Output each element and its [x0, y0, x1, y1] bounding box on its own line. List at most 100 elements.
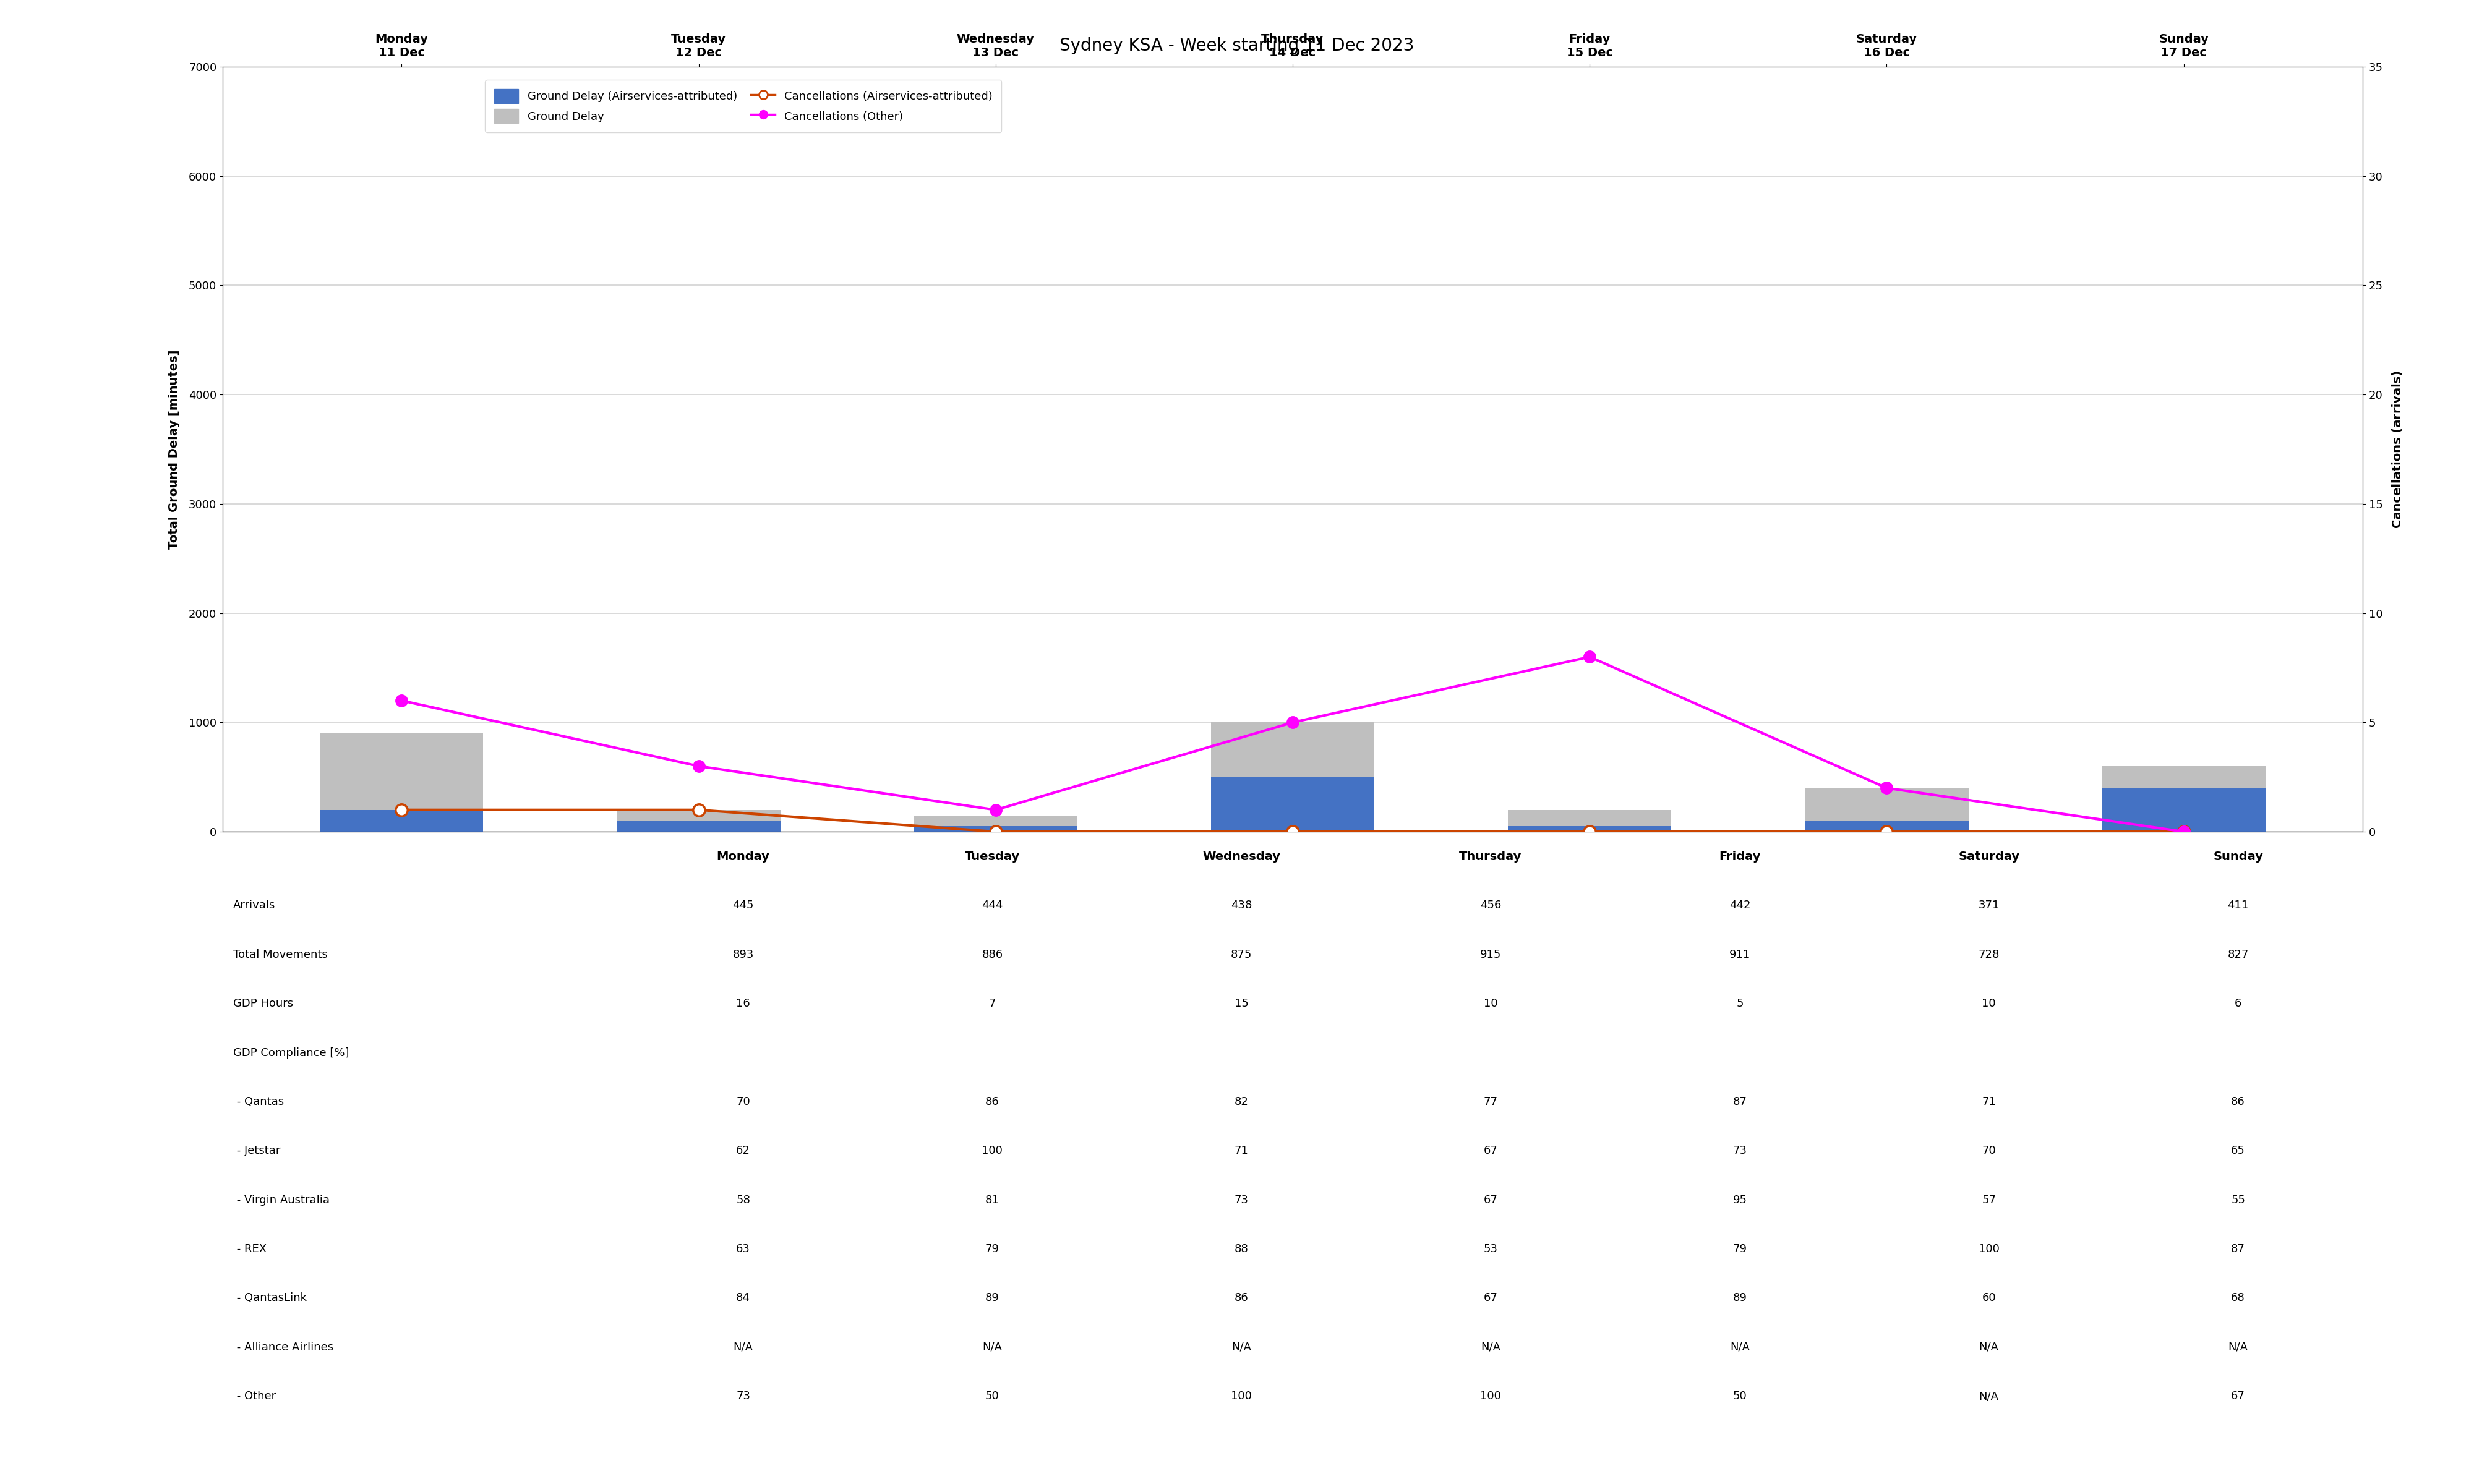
Text: Wednesday: Wednesday: [1202, 850, 1282, 862]
Y-axis label: Cancellations (arrivals): Cancellations (arrivals): [2392, 371, 2402, 528]
Text: 10: 10: [1484, 999, 1497, 1009]
Y-axis label: Total Ground Delay [minutes]: Total Ground Delay [minutes]: [168, 350, 181, 549]
Text: 100: 100: [982, 1146, 1002, 1156]
Bar: [1509, 827, 1672, 831]
Bar: [1210, 778, 1376, 831]
Text: Total Movements: Total Movements: [233, 948, 329, 960]
Text: 57: 57: [1982, 1195, 1997, 1205]
Text: 81: 81: [985, 1195, 999, 1205]
Text: 728: 728: [1979, 948, 1999, 960]
Text: 62: 62: [737, 1146, 750, 1156]
Text: - Other: - Other: [233, 1391, 277, 1402]
Text: 70: 70: [737, 1097, 750, 1107]
Text: 65: 65: [2232, 1146, 2246, 1156]
Text: N/A: N/A: [1979, 1342, 1999, 1353]
Text: 86: 86: [985, 1097, 999, 1107]
Text: 86: 86: [2232, 1097, 2244, 1107]
Text: Saturday: Saturday: [1959, 850, 2019, 862]
Text: Sydney KSA - Week starting 11 Dec 2023: Sydney KSA - Week starting 11 Dec 2023: [1059, 37, 1415, 55]
Text: 438: 438: [1232, 899, 1252, 911]
Text: - Jetstar: - Jetstar: [233, 1146, 280, 1156]
Text: 100: 100: [1479, 1391, 1502, 1402]
Text: 84: 84: [737, 1293, 750, 1304]
Text: - Virgin Australia: - Virgin Australia: [233, 1195, 329, 1205]
Text: 73: 73: [1732, 1146, 1747, 1156]
Text: 73: 73: [737, 1391, 750, 1402]
Text: 87: 87: [2232, 1244, 2246, 1254]
Bar: [2103, 766, 2266, 831]
Text: Thursday: Thursday: [1460, 850, 1522, 862]
Text: 893: 893: [732, 948, 755, 960]
Bar: [1806, 788, 1969, 831]
Bar: [616, 821, 779, 831]
Text: 86: 86: [1235, 1293, 1249, 1304]
Text: 63: 63: [737, 1244, 750, 1254]
Text: N/A: N/A: [732, 1342, 752, 1353]
Text: 445: 445: [732, 899, 755, 911]
Text: N/A: N/A: [1979, 1391, 1999, 1402]
Text: 73: 73: [1235, 1195, 1249, 1205]
Text: 915: 915: [1479, 948, 1502, 960]
Text: N/A: N/A: [1482, 1342, 1502, 1353]
Text: N/A: N/A: [982, 1342, 1002, 1353]
Bar: [319, 733, 482, 831]
Text: 67: 67: [1484, 1293, 1497, 1304]
Text: 456: 456: [1479, 899, 1502, 911]
Text: 77: 77: [1484, 1097, 1497, 1107]
Text: N/A: N/A: [1729, 1342, 1749, 1353]
Text: 53: 53: [1484, 1244, 1497, 1254]
Text: - REX: - REX: [233, 1244, 267, 1254]
Bar: [616, 810, 779, 831]
Text: 6: 6: [2234, 999, 2241, 1009]
Text: 87: 87: [1732, 1097, 1747, 1107]
Text: 100: 100: [1232, 1391, 1252, 1402]
Text: 70: 70: [1982, 1146, 1997, 1156]
Text: GDP Hours: GDP Hours: [233, 999, 294, 1009]
Text: 371: 371: [1979, 899, 1999, 911]
Text: 911: 911: [1729, 948, 1752, 960]
Text: - QantasLink: - QantasLink: [233, 1293, 307, 1304]
Text: Friday: Friday: [1719, 850, 1761, 862]
Text: Monday: Monday: [717, 850, 769, 862]
Text: 71: 71: [1982, 1097, 1997, 1107]
Text: N/A: N/A: [2229, 1342, 2249, 1353]
Text: 15: 15: [1235, 999, 1249, 1009]
Text: 89: 89: [985, 1293, 999, 1304]
Text: 79: 79: [985, 1244, 999, 1254]
Text: 411: 411: [2227, 899, 2249, 911]
Text: GDP Compliance [%]: GDP Compliance [%]: [233, 1048, 349, 1058]
Text: Arrivals: Arrivals: [233, 899, 275, 911]
Text: 89: 89: [1732, 1293, 1747, 1304]
Text: 55: 55: [2232, 1195, 2246, 1205]
Text: 67: 67: [2232, 1391, 2246, 1402]
Text: 67: 67: [1484, 1195, 1497, 1205]
Text: 827: 827: [2227, 948, 2249, 960]
Text: 7: 7: [990, 999, 997, 1009]
Text: - Qantas: - Qantas: [233, 1097, 285, 1107]
Text: 60: 60: [1982, 1293, 1997, 1304]
Legend: Ground Delay (Airservices-attributed), Ground Delay, Cancellations (Airservices-: Ground Delay (Airservices-attributed), G…: [485, 80, 1002, 132]
Text: 875: 875: [1232, 948, 1252, 960]
Text: 79: 79: [1732, 1244, 1747, 1254]
Text: 442: 442: [1729, 899, 1752, 911]
Text: 68: 68: [2232, 1293, 2244, 1304]
Bar: [2103, 788, 2266, 831]
Bar: [913, 815, 1076, 831]
Text: 67: 67: [1484, 1146, 1497, 1156]
Text: 886: 886: [982, 948, 1002, 960]
Bar: [319, 810, 482, 831]
Text: 5: 5: [1737, 999, 1744, 1009]
Text: 444: 444: [982, 899, 1002, 911]
Bar: [913, 827, 1076, 831]
Bar: [1509, 810, 1672, 831]
Text: 58: 58: [737, 1195, 750, 1205]
Text: 71: 71: [1235, 1146, 1249, 1156]
Text: Tuesday: Tuesday: [965, 850, 1019, 862]
Bar: [1806, 821, 1969, 831]
Text: 95: 95: [1732, 1195, 1747, 1205]
Text: 16: 16: [737, 999, 750, 1009]
Text: Sunday: Sunday: [2214, 850, 2264, 862]
Text: 50: 50: [985, 1391, 999, 1402]
Text: N/A: N/A: [1232, 1342, 1252, 1353]
Text: 82: 82: [1235, 1097, 1249, 1107]
